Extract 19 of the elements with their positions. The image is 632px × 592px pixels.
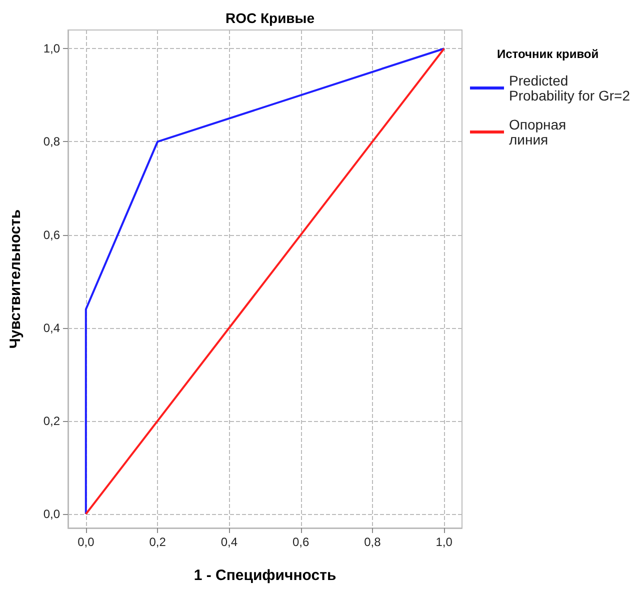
y-tick-label: 0,6: [43, 228, 60, 242]
x-tick-label: 0,4: [220, 535, 238, 549]
x-axis-title: 1 - Специфичность: [194, 567, 336, 584]
x-tick-label: 0,0: [78, 535, 95, 549]
y-tick-label: 0,8: [43, 134, 60, 149]
y-tick-label: 0,4: [43, 320, 60, 335]
line-series: [84, 48, 446, 516]
x-tick-label: 0,6: [292, 535, 310, 549]
legend-label: Predicted Probability for Gr=2: [509, 72, 630, 104]
x-tick-label: 1,0: [436, 535, 453, 549]
legend-title: Источник кривой: [497, 47, 599, 61]
y-axis-title: Чувствительность: [7, 209, 24, 349]
chart-title: ROC Кривые: [225, 10, 315, 26]
x-tick-label: 0,2: [149, 535, 166, 549]
y-tick-label: 0,0: [43, 507, 60, 522]
y-tick-label: 0,2: [43, 414, 60, 428]
y-tick-label: 1,0: [43, 42, 60, 56]
legend-label: Опорная линия: [509, 116, 570, 148]
x-tick-label: 0,8: [364, 535, 382, 549]
